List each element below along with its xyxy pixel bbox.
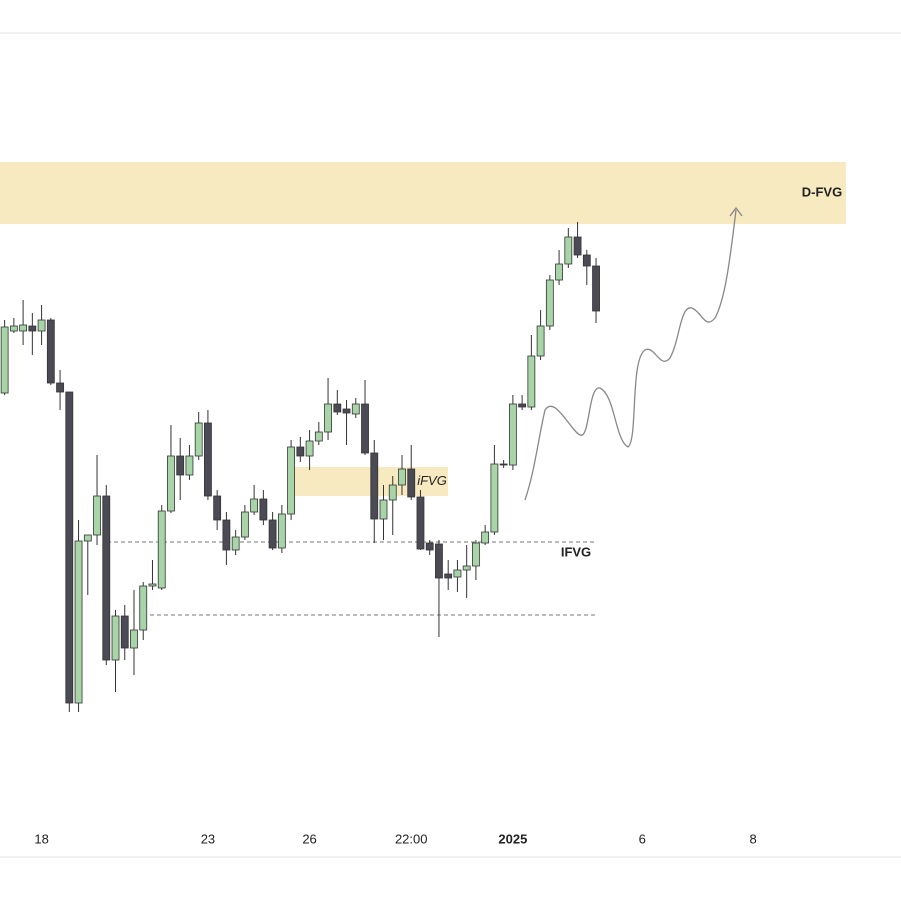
candle-body bbox=[259, 498, 268, 521]
candle-body bbox=[324, 403, 332, 433]
candle-body bbox=[240, 511, 249, 538]
candle-body bbox=[582, 254, 591, 267]
candle-body bbox=[0, 326, 9, 394]
candle-body bbox=[28, 325, 37, 332]
candle-body bbox=[342, 408, 351, 414]
candle-body bbox=[490, 463, 499, 533]
candle-body bbox=[592, 265, 600, 312]
candle-body bbox=[407, 468, 416, 498]
candle-body bbox=[157, 510, 166, 589]
candle-body bbox=[296, 446, 305, 457]
candle-body bbox=[388, 484, 397, 501]
candle-body bbox=[19, 324, 28, 332]
candle-body bbox=[83, 534, 92, 542]
candle-body bbox=[102, 495, 111, 661]
candle-body bbox=[176, 455, 185, 476]
candle-body bbox=[314, 431, 323, 442]
candle-body bbox=[46, 319, 55, 384]
x-tick-label: 23 bbox=[201, 831, 215, 846]
candle-body bbox=[472, 542, 480, 567]
fvg-zone bbox=[0, 162, 846, 224]
candle-body bbox=[213, 495, 222, 521]
candle-body bbox=[111, 615, 120, 661]
candle-body bbox=[536, 325, 545, 357]
drawn-arrowhead bbox=[729, 206, 743, 217]
candle-body bbox=[416, 496, 425, 550]
candle-body bbox=[139, 585, 148, 631]
candle-body bbox=[435, 543, 443, 579]
candle-body bbox=[545, 279, 554, 327]
candle-body bbox=[268, 519, 277, 549]
candle-body bbox=[148, 583, 157, 587]
x-tick-label: 22:00 bbox=[395, 831, 428, 846]
candle-body bbox=[425, 542, 434, 551]
candle-body bbox=[167, 455, 175, 512]
candle-body bbox=[185, 455, 194, 476]
candle-body bbox=[222, 519, 231, 551]
candle-body bbox=[65, 391, 74, 704]
candle-body bbox=[93, 495, 101, 536]
candle-body bbox=[564, 236, 573, 265]
zone-label: iFVG bbox=[417, 473, 447, 488]
drawn-path bbox=[524, 209, 737, 501]
candle-body bbox=[287, 446, 295, 515]
candle-body bbox=[453, 569, 462, 578]
candle-body bbox=[555, 263, 563, 281]
candle-body bbox=[250, 498, 259, 513]
candle-body bbox=[9, 325, 18, 332]
x-tick-label: 26 bbox=[302, 831, 316, 846]
candle-body bbox=[462, 565, 471, 571]
candle-body bbox=[305, 440, 314, 457]
level-label: IFVG bbox=[561, 544, 591, 559]
x-tick-label: 8 bbox=[750, 831, 757, 846]
candle-body bbox=[499, 463, 508, 466]
candle-body bbox=[398, 468, 406, 486]
candle-body bbox=[379, 499, 388, 520]
candle-body bbox=[120, 615, 129, 649]
candle-body bbox=[444, 573, 453, 579]
x-tick-label: 6 bbox=[639, 831, 646, 846]
candle-body bbox=[231, 536, 240, 551]
candle-body bbox=[370, 452, 379, 520]
candle-body bbox=[351, 403, 360, 415]
x-tick-label: 18 bbox=[34, 831, 48, 846]
x-tick-label: 2025 bbox=[498, 831, 527, 846]
candle-body bbox=[56, 382, 64, 393]
zone-label: D-FVG bbox=[802, 184, 842, 199]
candle-body bbox=[481, 531, 490, 544]
candle-body bbox=[361, 403, 369, 454]
fvg-zone bbox=[292, 467, 448, 496]
candle-body bbox=[573, 236, 582, 256]
candle-body bbox=[508, 403, 517, 466]
candle-body bbox=[74, 540, 83, 704]
candle-body bbox=[194, 422, 203, 457]
candle-body bbox=[277, 513, 286, 549]
candle-body bbox=[37, 319, 46, 332]
candle-body bbox=[130, 629, 138, 649]
candle-body bbox=[333, 403, 342, 413]
candle-body bbox=[518, 403, 527, 408]
candle-body bbox=[527, 355, 536, 408]
candle-body bbox=[204, 422, 212, 497]
